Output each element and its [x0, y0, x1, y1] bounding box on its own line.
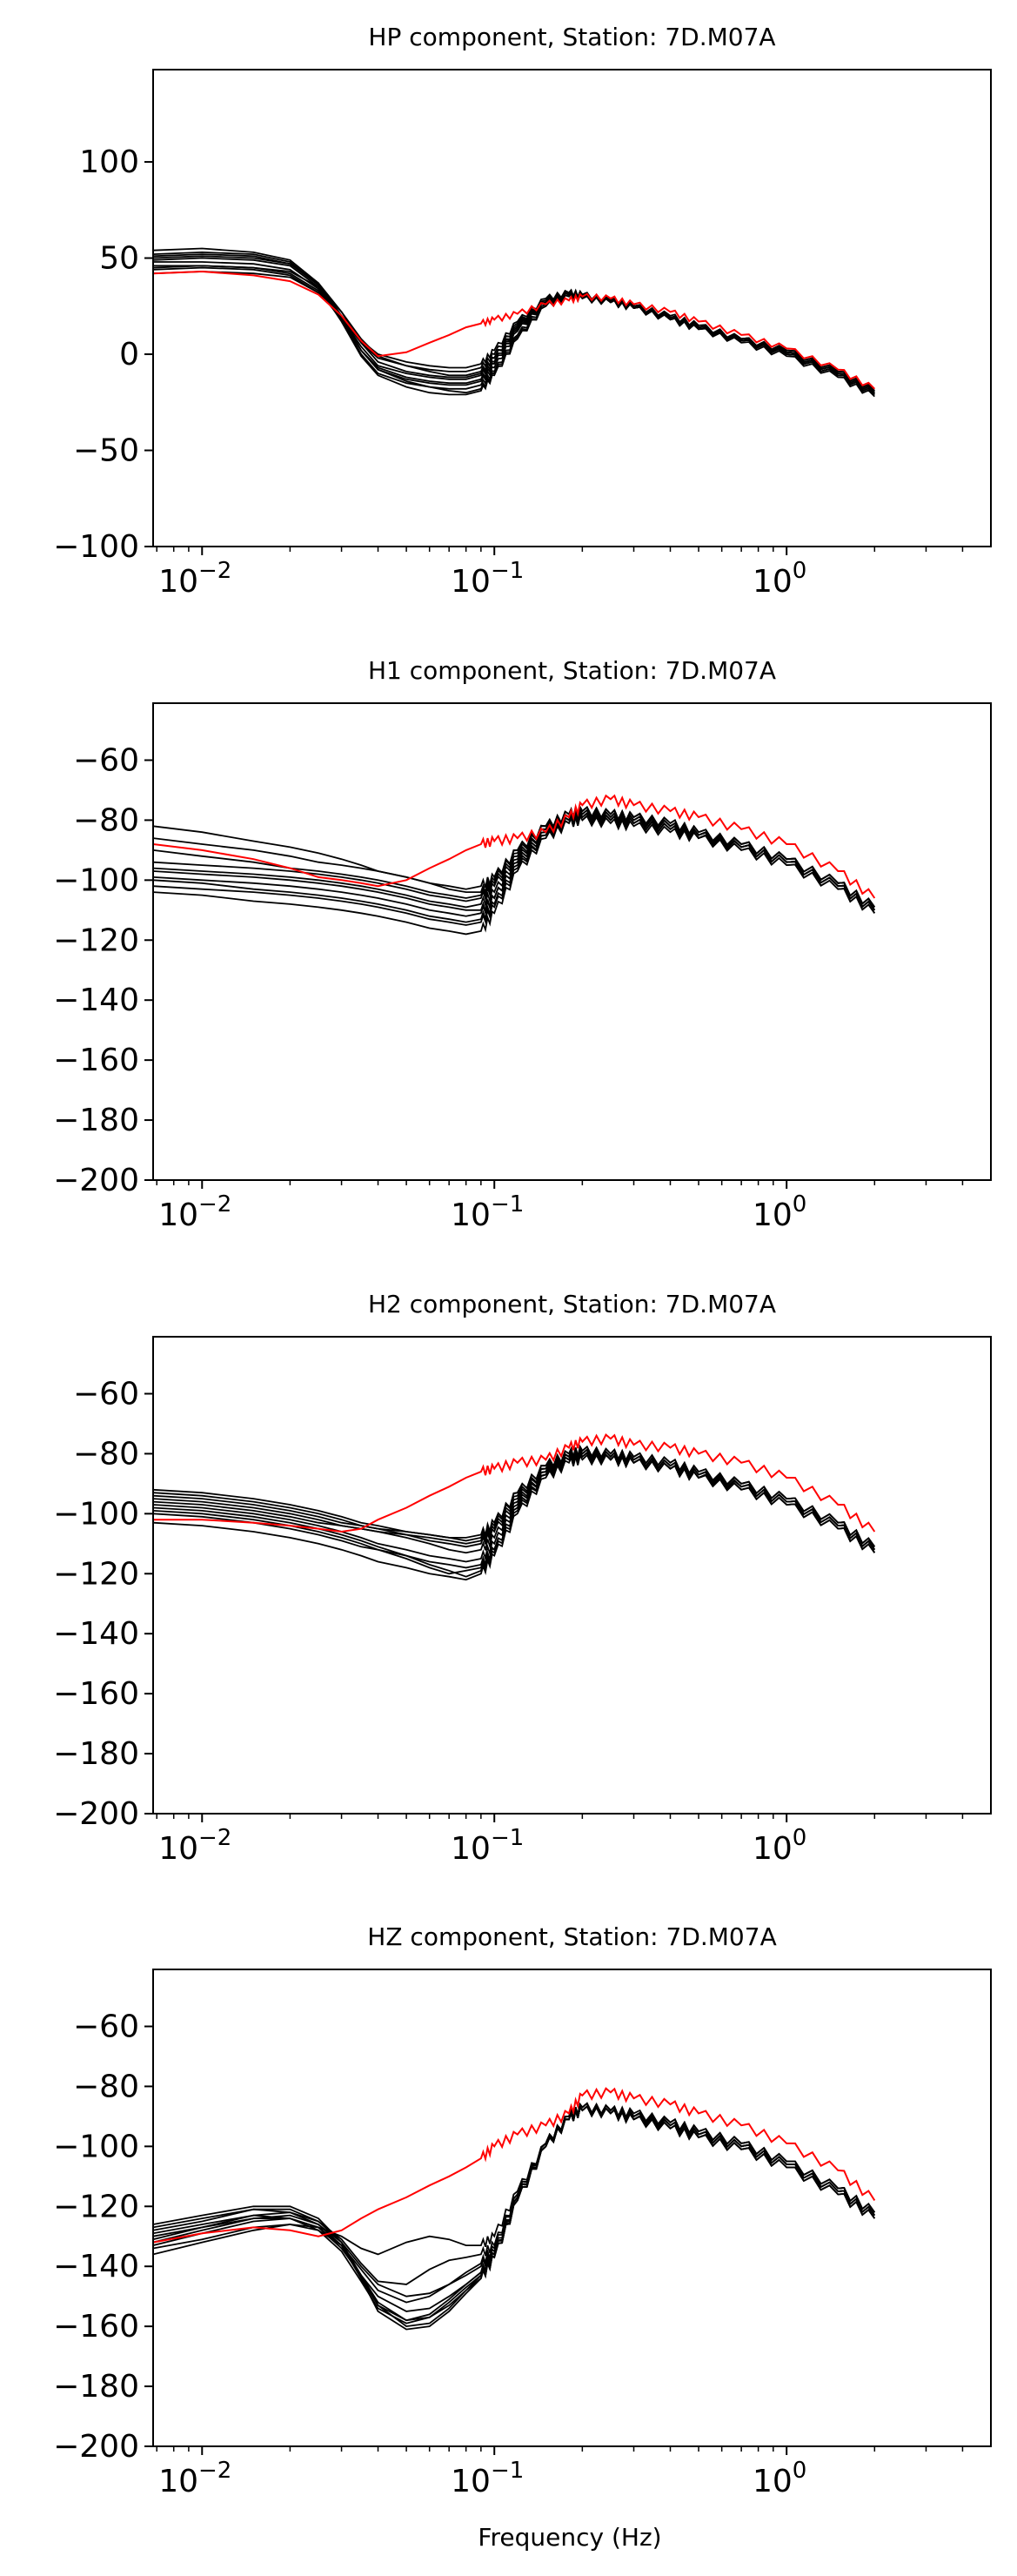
x-tick-exp: 0 — [793, 2458, 807, 2484]
y-tick-label: −200 — [53, 1796, 139, 1832]
x-tick-exp: −2 — [198, 1191, 231, 1218]
x-tick-base: 10 — [451, 564, 491, 600]
y-tick-label: −80 — [73, 2069, 139, 2104]
x-tick-label: 10−2 — [158, 558, 231, 600]
y-tick-label: −120 — [53, 2189, 139, 2224]
panels: HP component, Station: 7D.M07A−100−50050… — [53, 23, 992, 2499]
x-tick-base: 10 — [158, 2464, 198, 2499]
y-tick-label: −180 — [53, 2369, 139, 2405]
axes-frame — [152, 702, 992, 1181]
x-tick-label: 100 — [753, 1191, 806, 1233]
x-tick-label: 10−1 — [451, 2458, 524, 2499]
y-tick-label: 0 — [119, 337, 139, 372]
y-tick-label: −100 — [53, 2129, 139, 2164]
x-tick-base: 10 — [753, 1831, 793, 1867]
y-tick-label: −80 — [73, 1436, 139, 1472]
plot-area — [153, 1433, 876, 1581]
y-tick-label: −60 — [73, 742, 139, 778]
x-tick-base: 10 — [753, 564, 793, 600]
x-tick-label: 100 — [753, 2458, 806, 2499]
x-tick-label: 10−2 — [158, 1825, 231, 1867]
series-line-9 — [153, 2102, 876, 2285]
panel-2: H1 component, Station: 7D.M07A −200 −180 −1… — [53, 656, 992, 1233]
x-tick-label: 100 — [753, 1825, 806, 1867]
axes-frame — [152, 1336, 992, 1815]
x-tick-exp: −1 — [491, 1825, 524, 1851]
x-tick-label: 10−1 — [451, 1191, 524, 1233]
y-tick-label: −200 — [53, 1163, 139, 1198]
panel-3: H2 component, Station: 7D.M07A −200 −180 −1… — [53, 1290, 992, 1867]
y-tick-label: −140 — [53, 1616, 139, 1652]
y-tick-label: −160 — [53, 1676, 139, 1712]
x-tick-exp: 0 — [793, 1825, 807, 1851]
x-tick-exp: −1 — [491, 558, 524, 584]
series-line-9 — [153, 810, 876, 917]
figure-xlabel: Frequency (Hz) — [478, 2523, 661, 2552]
x-tick-base: 10 — [158, 1197, 198, 1233]
y-tick-label: −180 — [53, 1736, 139, 1772]
plot-area — [153, 247, 876, 398]
highlight-line — [153, 2087, 876, 2244]
panel-title: H1 component, Station: 7D.M07A — [368, 656, 776, 685]
y-tick-label: −60 — [73, 2009, 139, 2044]
x-tick-exp: −1 — [491, 1191, 524, 1218]
x-tick-label: 10−1 — [451, 1825, 524, 1867]
x-tick-exp: −2 — [198, 2458, 231, 2484]
series-line-10 — [153, 2104, 876, 2322]
y-tick-label: −140 — [53, 2249, 139, 2284]
panel-4: HZ component, Station: 7D.M07A −200 −180 −1… — [53, 1922, 992, 2499]
y-tick-label: −180 — [53, 1103, 139, 1138]
plot-area — [153, 2087, 876, 2331]
panel-1: HP component, Station: 7D.M07A −100 −50 0 50… — [53, 23, 992, 600]
panel-title: HZ component, Station: 7D.M07A — [367, 1922, 776, 1951]
highlight-line — [153, 1433, 876, 1533]
x-tick-exp: −2 — [198, 1825, 231, 1851]
y-tick-label: −160 — [53, 1043, 139, 1078]
x-tick-label: 10−1 — [451, 558, 524, 600]
x-tick-base: 10 — [451, 1831, 491, 1867]
y-tick-label: 50 — [99, 241, 139, 277]
y-tick-label: −120 — [53, 922, 139, 958]
x-tick-base: 10 — [158, 1831, 198, 1867]
y-tick-label: −60 — [73, 1376, 139, 1412]
highlight-line — [153, 794, 876, 899]
series-line-9 — [153, 1444, 876, 1547]
x-tick-base: 10 — [753, 2464, 793, 2499]
y-tick-label: −100 — [53, 862, 139, 898]
x-tick-exp: −1 — [491, 2458, 524, 2484]
plot-area — [153, 794, 876, 936]
y-tick-label: −160 — [53, 2309, 139, 2345]
axes-frame — [152, 69, 992, 547]
y-tick-label: −100 — [53, 529, 139, 565]
highlight-line — [153, 270, 876, 390]
x-tick-base: 10 — [451, 2464, 491, 2499]
y-tick-label: −120 — [53, 1556, 139, 1592]
x-tick-base: 10 — [158, 564, 198, 600]
x-tick-exp: −2 — [198, 558, 231, 584]
panel-title: H2 component, Station: 7D.M07A — [368, 1290, 776, 1318]
x-tick-exp: 0 — [793, 558, 807, 584]
x-tick-base: 10 — [451, 1197, 491, 1233]
panel-title: HP component, Station: 7D.M07A — [368, 23, 775, 51]
axes-frame — [152, 1969, 992, 2447]
series-line-10 — [153, 808, 876, 908]
y-tick-label: −140 — [53, 983, 139, 1018]
series-line-10 — [153, 1450, 876, 1575]
x-tick-exp: 0 — [793, 1191, 807, 1218]
x-tick-label: 10−2 — [158, 2458, 231, 2499]
y-tick-label: −80 — [73, 802, 139, 838]
y-tick-label: −200 — [53, 2429, 139, 2465]
y-tick-label: −100 — [53, 1496, 139, 1532]
x-tick-label: 10−2 — [158, 1191, 231, 1233]
y-tick-label: 100 — [79, 144, 139, 180]
y-tick-label: −50 — [73, 433, 139, 469]
x-tick-base: 10 — [753, 1197, 793, 1233]
x-tick-label: 100 — [753, 558, 806, 600]
